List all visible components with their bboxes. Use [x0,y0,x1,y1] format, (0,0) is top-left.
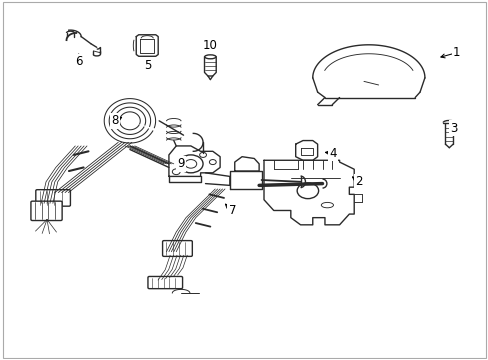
Text: 5: 5 [144,59,151,72]
Circle shape [209,159,216,165]
FancyBboxPatch shape [162,240,192,256]
Text: 7: 7 [228,204,236,217]
FancyBboxPatch shape [31,201,62,221]
Text: 4: 4 [329,147,336,159]
Circle shape [172,169,180,175]
FancyBboxPatch shape [148,276,182,289]
Text: 10: 10 [203,39,217,52]
Ellipse shape [321,202,333,208]
Text: 1: 1 [452,46,459,59]
Text: 3: 3 [449,122,457,135]
Text: 6: 6 [75,55,82,68]
FancyBboxPatch shape [36,190,70,206]
Circle shape [297,183,318,199]
Text: 2: 2 [355,175,362,188]
Circle shape [199,152,206,157]
Circle shape [178,155,203,173]
Text: 9: 9 [177,157,184,170]
Text: 8: 8 [111,114,119,127]
Circle shape [184,159,196,168]
